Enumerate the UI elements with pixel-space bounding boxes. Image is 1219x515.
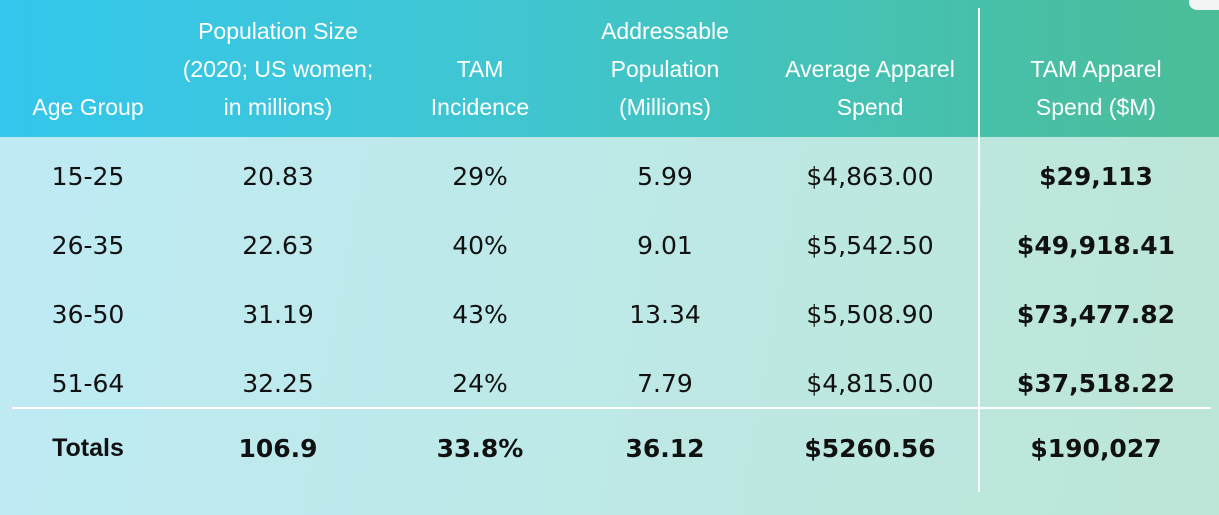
table-cell: 24% (452, 368, 508, 398)
table-cell-tam-spend: $29,113 (1039, 161, 1153, 191)
table-cell: 7.79 (637, 368, 693, 398)
table-cell: $4,863.00 (806, 161, 934, 191)
header-tam-incidence: TAM Incidence (430, 56, 530, 120)
table-cell: 51-64 (51, 368, 125, 398)
table-cell-tam-spend: $73,477.82 (1016, 299, 1176, 329)
table-body-band (0, 137, 1219, 515)
table-cell: 40% (452, 230, 508, 260)
table-cell: 43% (452, 299, 508, 329)
table-cell: 5.99 (637, 161, 693, 191)
table-cell: $4,815.00 (806, 368, 934, 398)
totals-cell: 36.12 (625, 433, 705, 463)
table-cell: $5,508.90 (806, 299, 934, 329)
table-cell: 36-50 (51, 299, 125, 329)
header-population-size: Population Size (2020; US women; in mill… (182, 18, 374, 120)
table-cell: 15-25 (51, 161, 125, 191)
totals-label: Totals (52, 433, 124, 462)
column-divider (978, 8, 980, 492)
totals-cell-tam-spend: $190,027 (1030, 433, 1162, 463)
corner-tab (1189, 0, 1219, 10)
table-cell: 9.01 (637, 230, 693, 260)
table-cell: 13.34 (629, 299, 701, 329)
table-cell: 29% (452, 161, 508, 191)
totals-cell: $5260.56 (804, 433, 936, 463)
table-cell: 32.25 (242, 368, 314, 398)
header-tam-apparel-spend: TAM Apparel Spend ($M) (1030, 56, 1162, 120)
totals-divider (12, 407, 1211, 409)
totals-cell: 106.9 (238, 433, 318, 463)
table-cell: 26-35 (51, 230, 125, 260)
table-cell-tam-spend: $37,518.22 (1016, 368, 1176, 398)
table-cell: 22.63 (242, 230, 314, 260)
table-cell: 20.83 (242, 161, 314, 191)
totals-cell: 33.8% (436, 433, 524, 463)
header-average-apparel-spend: Average Apparel Spend (785, 56, 955, 120)
table-cell: 31.19 (242, 299, 314, 329)
table-cell-tam-spend: $49,918.41 (1016, 230, 1176, 260)
header-addressable-population: Addressable Population (Millions) (601, 18, 729, 120)
table-cell: $5,542.50 (806, 230, 934, 260)
table-header-band (0, 0, 1219, 137)
header-age-group: Age Group (32, 94, 144, 120)
